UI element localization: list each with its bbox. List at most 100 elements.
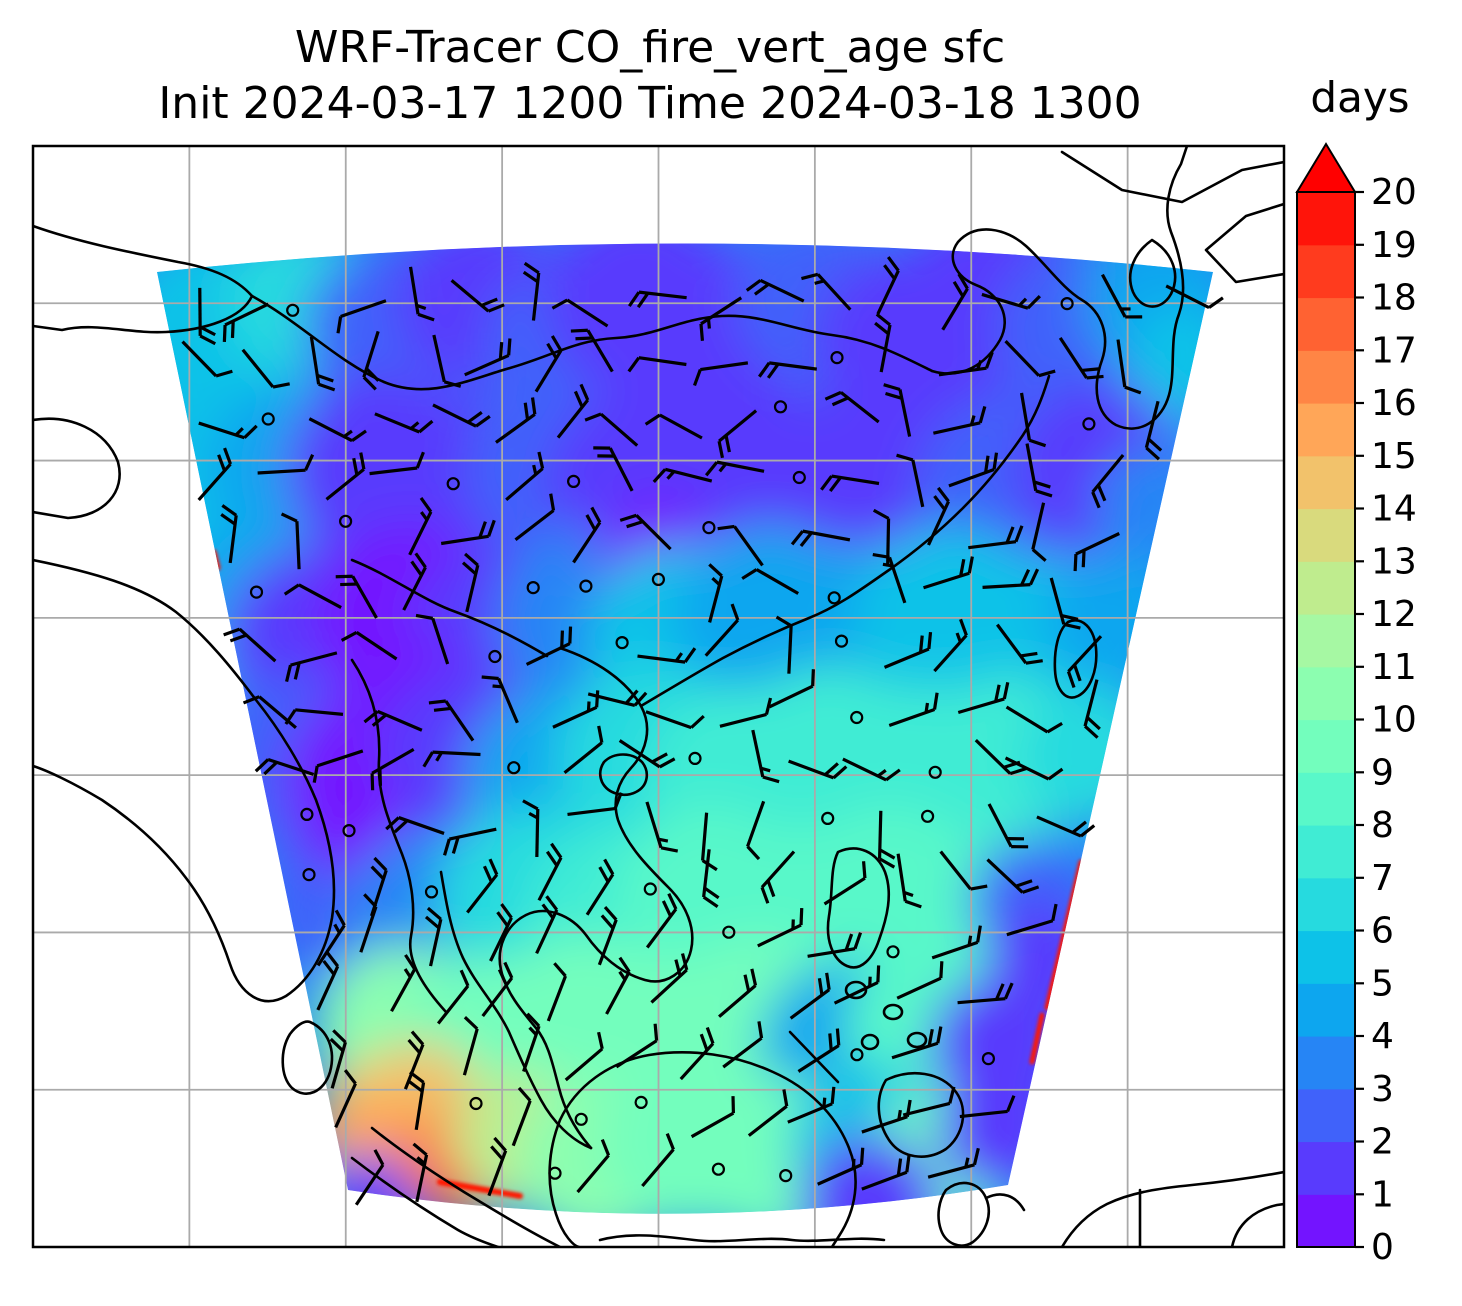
coastline-path [860, 1033, 880, 1051]
calm-wind-circle [249, 585, 264, 599]
wind-barb-tick [717, 440, 725, 459]
wind-barb [585, 858, 615, 916]
wind-barb-staff [462, 1028, 479, 1076]
wind-barb-tick [487, 519, 496, 537]
wind-barb-tick [522, 270, 539, 284]
wind-barb-tick [428, 699, 446, 705]
wind-barb-half-tick [822, 1097, 827, 1108]
wind-barb-staff [1006, 919, 1054, 937]
wind-barb [408, 497, 433, 556]
wind-barb-tick [1086, 374, 1104, 380]
calm-wind-circle [574, 1112, 588, 1126]
wind-barb-tick [378, 768, 383, 786]
wind-barb-tick [1124, 385, 1142, 395]
wind-barb-tick [927, 1028, 934, 1047]
wind-barb [564, 1031, 604, 1082]
wind-barb-tick [603, 906, 618, 921]
wind-barb-staff [298, 583, 342, 609]
wind-barb-half-tick [903, 890, 914, 898]
calm-wind-circle [886, 945, 900, 959]
wind-barb [787, 1086, 836, 1124]
wind-barb [877, 810, 896, 869]
wind-barb-staff [747, 1104, 788, 1137]
wind-barb-tick [699, 323, 705, 341]
wind-barb-tick [978, 406, 987, 424]
calm-wind-circle [261, 412, 275, 426]
wind-barb-tick [553, 962, 567, 978]
wind-barb-tick [883, 264, 896, 280]
wind-barb-tick [426, 906, 442, 921]
wind-barb [758, 361, 818, 379]
wind-barb-tick [680, 953, 689, 971]
wind-barb-staff [563, 741, 603, 775]
wind-barb-staff [1004, 339, 1040, 377]
wind-barb [861, 1155, 911, 1191]
colorbar-segment [1297, 403, 1355, 457]
calm-wind-circle [469, 1096, 483, 1111]
wind-barb-staff [295, 521, 301, 570]
wind-barb [790, 529, 851, 548]
wind-barb-staff [436, 984, 470, 1025]
wind-barb-tick [799, 908, 804, 926]
wind-barb [464, 338, 512, 377]
wind-barb-tick [970, 884, 988, 891]
wind-barb [692, 361, 749, 387]
wind-barb-half-tick [955, 632, 962, 643]
wind-barb-tick [876, 965, 881, 983]
wind-barb [1144, 400, 1163, 461]
wind-barb-tick [741, 568, 758, 580]
wind-barb [1031, 502, 1047, 562]
wind-barb-tick [1031, 548, 1047, 562]
wind-barb [842, 757, 901, 782]
coastline-path [882, 1003, 904, 1021]
wind-barb-staff [257, 468, 306, 475]
calm-wind-circle [792, 470, 806, 485]
wind-barb-tick [1051, 903, 1058, 922]
wind-barb-tick [853, 932, 863, 950]
wind-barb-tick [590, 506, 602, 524]
wind-barb [941, 273, 969, 331]
wind-barb-tick [879, 848, 896, 860]
wind-barb-tick [878, 857, 896, 869]
wind-barb-tick [896, 453, 914, 462]
wind-barb-tick [340, 630, 358, 642]
colorbar-segment [1297, 877, 1355, 932]
wind-barb-tick [1033, 480, 1051, 489]
wind-barb-tick [745, 279, 762, 292]
wind-barb-tick [285, 664, 293, 683]
wind-barb [923, 556, 974, 590]
wind-barb-tick [371, 713, 388, 727]
wind-barb-tick [701, 859, 718, 872]
wind-barb [637, 647, 697, 664]
wind-barb-tick [507, 338, 512, 356]
wind-barb [768, 669, 815, 709]
wind-barb-tick [443, 380, 462, 388]
wind-barb [436, 969, 470, 1025]
wind-barb [652, 467, 713, 483]
wind-barb [432, 334, 462, 388]
wind-barb-tick [549, 493, 556, 511]
wind-barb-tick [872, 552, 890, 559]
wind-barb [1073, 532, 1120, 572]
wind-barb-tick [817, 978, 824, 996]
wind-barb [1101, 273, 1143, 319]
wind-barb-tick [775, 615, 792, 628]
wind-barb-tick [766, 880, 776, 898]
wind-barb-tick [478, 521, 487, 539]
calm-wind-circle [702, 520, 716, 535]
wind-barb-tick [526, 1012, 541, 1028]
wind-barb-staff [959, 1109, 1008, 1119]
wind-barb-tick [927, 631, 933, 650]
wind-barb-tick [1063, 622, 1081, 630]
wind-barb-tick [825, 972, 831, 990]
wind-barb [939, 850, 988, 891]
wind-barb [751, 729, 780, 784]
wind-barb-tick [585, 514, 597, 531]
wind-barb-tick [1002, 681, 1010, 700]
wind-barb [933, 618, 968, 673]
wind-barb-tick [363, 893, 378, 908]
wind-barb [374, 412, 434, 434]
wind-barb [1005, 705, 1063, 734]
wind-barb [982, 568, 1040, 589]
wind-barb [1004, 756, 1064, 781]
